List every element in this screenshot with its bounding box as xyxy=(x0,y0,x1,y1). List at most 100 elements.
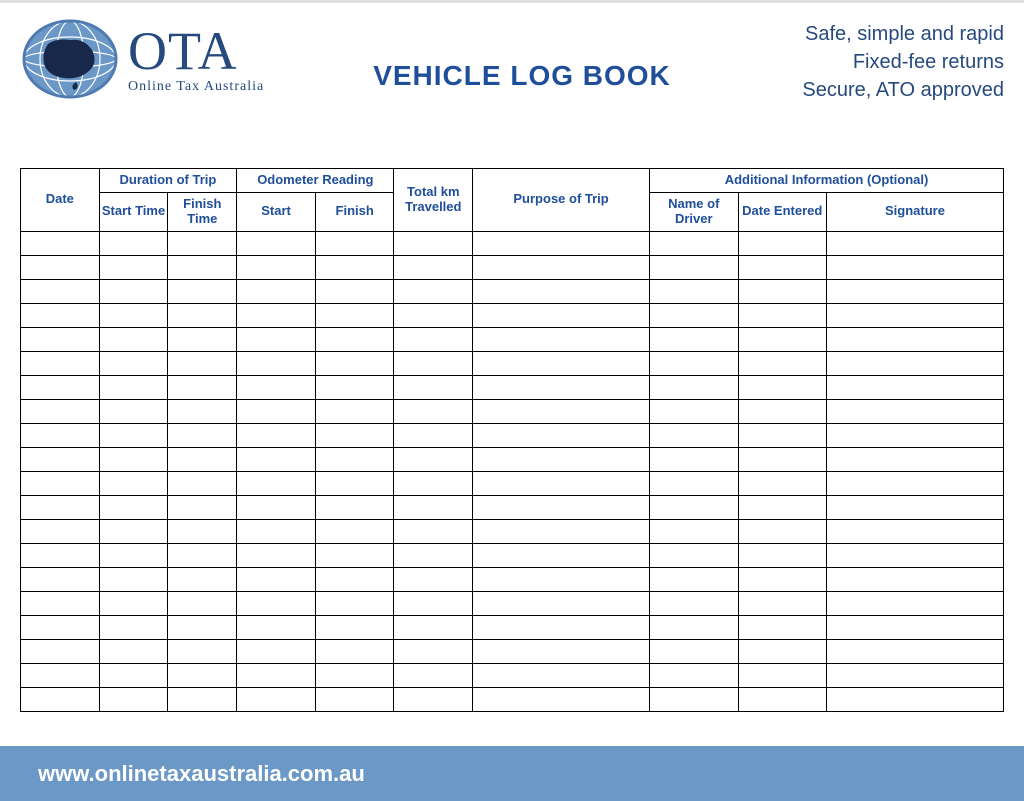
cell[interactable] xyxy=(738,687,826,711)
cell[interactable] xyxy=(473,327,650,351)
cell[interactable] xyxy=(315,591,394,615)
cell[interactable] xyxy=(99,639,168,663)
cell[interactable] xyxy=(99,351,168,375)
cell[interactable] xyxy=(99,399,168,423)
cell[interactable] xyxy=(315,279,394,303)
cell[interactable] xyxy=(315,567,394,591)
cell[interactable] xyxy=(99,495,168,519)
cell[interactable] xyxy=(315,687,394,711)
cell[interactable] xyxy=(738,303,826,327)
cell[interactable] xyxy=(738,471,826,495)
cell[interactable] xyxy=(394,519,473,543)
cell[interactable] xyxy=(738,639,826,663)
cell[interactable] xyxy=(738,231,826,255)
cell[interactable] xyxy=(99,447,168,471)
cell[interactable] xyxy=(99,471,168,495)
cell[interactable] xyxy=(315,663,394,687)
cell[interactable] xyxy=(315,231,394,255)
cell[interactable] xyxy=(394,279,473,303)
cell[interactable] xyxy=(738,399,826,423)
cell[interactable] xyxy=(473,663,650,687)
cell[interactable] xyxy=(826,471,1003,495)
cell[interactable] xyxy=(738,615,826,639)
cell[interactable] xyxy=(473,399,650,423)
cell[interactable] xyxy=(394,471,473,495)
cell[interactable] xyxy=(394,687,473,711)
cell[interactable] xyxy=(826,399,1003,423)
cell[interactable] xyxy=(168,231,237,255)
cell[interactable] xyxy=(168,519,237,543)
cell[interactable] xyxy=(99,231,168,255)
cell[interactable] xyxy=(21,639,100,663)
cell[interactable] xyxy=(650,447,738,471)
cell[interactable] xyxy=(168,327,237,351)
cell[interactable] xyxy=(650,495,738,519)
cell[interactable] xyxy=(315,351,394,375)
cell[interactable] xyxy=(394,351,473,375)
cell[interactable] xyxy=(237,327,316,351)
cell[interactable] xyxy=(99,327,168,351)
cell[interactable] xyxy=(738,327,826,351)
cell[interactable] xyxy=(168,567,237,591)
cell[interactable] xyxy=(237,615,316,639)
cell[interactable] xyxy=(315,519,394,543)
cell[interactable] xyxy=(473,255,650,279)
cell[interactable] xyxy=(21,495,100,519)
cell[interactable] xyxy=(826,375,1003,399)
cell[interactable] xyxy=(826,303,1003,327)
cell[interactable] xyxy=(738,663,826,687)
cell[interactable] xyxy=(650,303,738,327)
cell[interactable] xyxy=(394,663,473,687)
cell[interactable] xyxy=(826,351,1003,375)
cell[interactable] xyxy=(394,567,473,591)
cell[interactable] xyxy=(473,543,650,567)
cell[interactable] xyxy=(738,279,826,303)
cell[interactable] xyxy=(826,663,1003,687)
cell[interactable] xyxy=(237,423,316,447)
cell[interactable] xyxy=(826,543,1003,567)
cell[interactable] xyxy=(473,303,650,327)
cell[interactable] xyxy=(738,567,826,591)
cell[interactable] xyxy=(738,591,826,615)
cell[interactable] xyxy=(237,663,316,687)
cell[interactable] xyxy=(21,615,100,639)
cell[interactable] xyxy=(21,255,100,279)
cell[interactable] xyxy=(99,279,168,303)
cell[interactable] xyxy=(237,495,316,519)
cell[interactable] xyxy=(99,375,168,399)
cell[interactable] xyxy=(826,423,1003,447)
cell[interactable] xyxy=(168,375,237,399)
cell[interactable] xyxy=(394,447,473,471)
cell[interactable] xyxy=(650,543,738,567)
cell[interactable] xyxy=(237,303,316,327)
cell[interactable] xyxy=(21,351,100,375)
cell[interactable] xyxy=(650,327,738,351)
cell[interactable] xyxy=(315,375,394,399)
cell[interactable] xyxy=(237,399,316,423)
cell[interactable] xyxy=(21,423,100,447)
cell[interactable] xyxy=(473,423,650,447)
cell[interactable] xyxy=(237,375,316,399)
cell[interactable] xyxy=(99,303,168,327)
cell[interactable] xyxy=(394,615,473,639)
cell[interactable] xyxy=(394,543,473,567)
cell[interactable] xyxy=(650,423,738,447)
cell[interactable] xyxy=(650,663,738,687)
cell[interactable] xyxy=(394,423,473,447)
cell[interactable] xyxy=(738,447,826,471)
cell[interactable] xyxy=(21,471,100,495)
cell[interactable] xyxy=(315,255,394,279)
cell[interactable] xyxy=(99,591,168,615)
cell[interactable] xyxy=(168,615,237,639)
cell[interactable] xyxy=(237,567,316,591)
cell[interactable] xyxy=(21,687,100,711)
cell[interactable] xyxy=(315,327,394,351)
cell[interactable] xyxy=(315,303,394,327)
cell[interactable] xyxy=(394,375,473,399)
cell[interactable] xyxy=(99,423,168,447)
cell[interactable] xyxy=(650,567,738,591)
cell[interactable] xyxy=(826,279,1003,303)
cell[interactable] xyxy=(237,255,316,279)
cell[interactable] xyxy=(315,639,394,663)
cell[interactable] xyxy=(473,231,650,255)
